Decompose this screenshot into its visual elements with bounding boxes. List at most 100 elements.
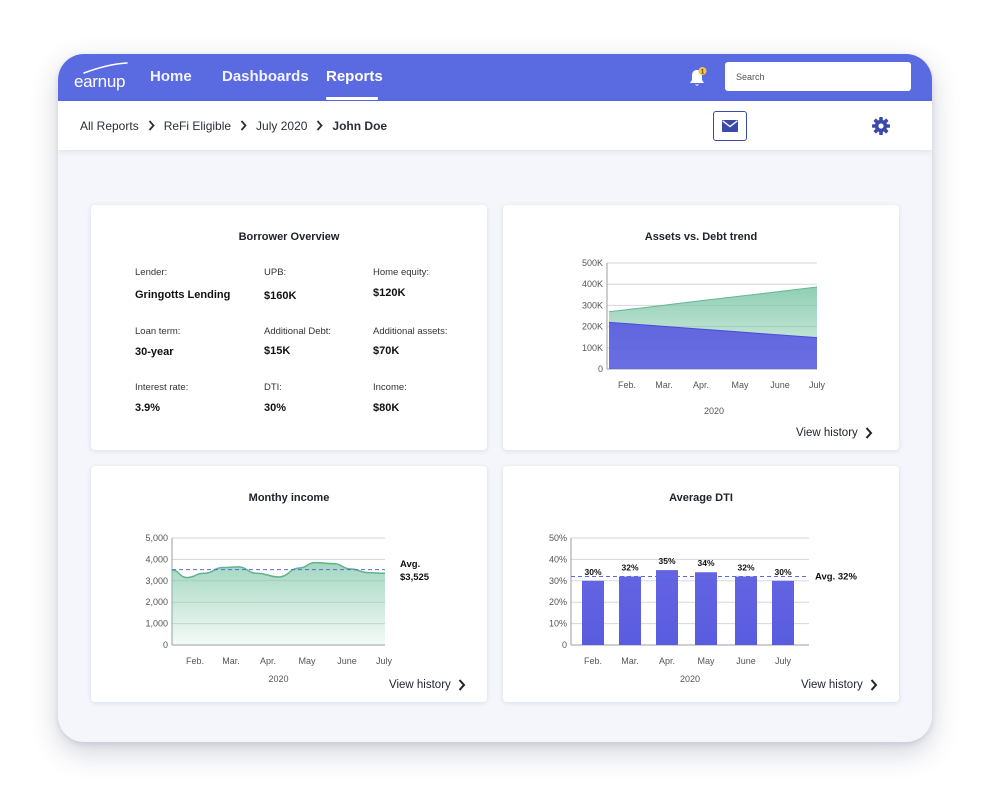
additional-debt-value: $15K [264, 345, 291, 357]
x-axis-title: 2020 [268, 674, 288, 684]
y-tick-label: 0 [598, 364, 603, 374]
card-title: Borrower Overview [238, 231, 340, 243]
average-dti-card: Average DTI 0 10% 20% 30% 40% 50% Feb. Mar. Apr.… [503, 466, 899, 702]
card-title: Average DTI [669, 492, 733, 504]
y-tick-label: 100K [582, 343, 603, 353]
y-tick-label: 40% [549, 554, 567, 564]
nav-dashboards[interactable]: Dashboards [222, 68, 309, 85]
y-tick-label: 0 [562, 640, 567, 650]
income-label: Income: [373, 382, 407, 393]
chevron-right-icon [240, 120, 247, 131]
app-window: earnup Home Dashboards Reports 1 All Rep… [58, 54, 932, 742]
chevron-right-icon [865, 427, 873, 439]
breadcrumb-july-2020[interactable]: July 2020 [256, 118, 308, 133]
y-tick-label: 3,000 [145, 576, 168, 586]
loan-term-label: Loan term: [135, 326, 181, 337]
monthly-income-card: Monthy income 0 1,000 2,000 3,000 4,000 5,000… [91, 466, 487, 702]
loan-term-value: 30-year [135, 346, 174, 358]
x-tick-label: Mar. [655, 380, 673, 390]
x-axis-title: 2020 [704, 406, 724, 416]
dti-bar [772, 580, 794, 645]
dti-bar [656, 570, 678, 645]
logo-text: earnup [74, 72, 126, 91]
view-history-link[interactable]: View history [389, 679, 466, 691]
lender-value: Gringotts Lending [135, 289, 231, 301]
x-tick-label: Mar. [222, 656, 240, 666]
additional-assets-label: Additional assets: [373, 326, 448, 337]
x-tick-label: June [337, 656, 357, 666]
y-tick-label: 10% [549, 619, 567, 629]
income-value: $80K [373, 402, 400, 414]
y-tick-label: 5,000 [145, 533, 168, 543]
additional-debt-label: Additional Debt: [264, 326, 332, 337]
view-history-link[interactable]: View history [796, 427, 873, 439]
borrower-overview-card: Borrower Overview Lender: Gringotts Lend… [91, 205, 487, 450]
active-tab-indicator [326, 97, 378, 100]
view-history-label: View history [801, 679, 863, 691]
dti-data-label: 34% [697, 558, 714, 568]
dti-bar [695, 572, 717, 645]
y-tick-label: 4,000 [145, 554, 168, 564]
x-tick-label: July [809, 380, 826, 390]
breadcrumb-bar: All Reports ReFi Eligible July 2020 John… [58, 101, 932, 150]
y-tick-label: 1,000 [145, 619, 168, 629]
x-tick-label: June [770, 380, 790, 390]
top-navbar: earnup Home Dashboards Reports 1 [58, 54, 932, 101]
dti-bar [735, 576, 757, 645]
view-history-label: View history [389, 679, 451, 691]
earnup-logo[interactable]: earnup [74, 62, 134, 92]
chevron-right-icon [316, 120, 324, 131]
additional-assets-value: $70K [373, 345, 400, 357]
breadcrumb-all-reports[interactable]: All Reports [80, 118, 139, 133]
breadcrumb-john-doe: John Doe [332, 118, 388, 133]
average-value-label: $3,525 [400, 572, 430, 583]
dti-data-label: 32% [737, 563, 754, 573]
breadcrumb-refi-eligible[interactable]: ReFi Eligible [163, 118, 232, 133]
dti-data-label: 30% [774, 567, 791, 577]
mail-icon [722, 120, 738, 132]
x-tick-label: Apr. [693, 380, 709, 390]
assets-line [608, 286, 818, 313]
notification-bell[interactable]: 1 [688, 67, 708, 89]
card-title: Monthy income [248, 492, 330, 504]
x-tick-label: May [731, 380, 749, 390]
x-tick-label: Feb. [186, 656, 204, 666]
dti-value: 30% [264, 402, 287, 414]
view-history-link[interactable]: View history [801, 679, 878, 691]
nav-reports[interactable]: Reports [326, 68, 383, 85]
assets-debt-chart: 0 100K 200K 300K 400K 500K Feb. Mar. Apr. May June… [582, 258, 826, 416]
home-equity-value: $120K [373, 287, 406, 299]
income-area [172, 562, 385, 645]
nav-home[interactable]: Home [150, 68, 192, 85]
dti-data-label: 32% [621, 563, 638, 573]
x-tick-label: Mar. [621, 656, 639, 666]
y-tick-label: 20% [549, 597, 567, 607]
card-title: Assets vs. Debt trend [644, 231, 758, 243]
search-input[interactable] [725, 62, 911, 91]
chevron-right-icon [458, 679, 466, 691]
dti-label: DTI: [264, 382, 282, 393]
y-tick-label: 0 [163, 640, 168, 650]
home-equity-label: Home equity: [373, 267, 429, 278]
assets-debt-card: Assets vs. Debt trend 0 100K 200K 300K 400K 5… [503, 205, 899, 450]
settings-button[interactable] [871, 116, 891, 136]
bell-icon: 1 [690, 67, 707, 86]
x-tick-label: Feb. [618, 380, 636, 390]
y-tick-label: 400K [582, 279, 603, 289]
y-tick-label: 30% [549, 576, 567, 586]
debt-line [608, 321, 818, 339]
dti-data-label: 30% [584, 567, 601, 577]
y-tick-label: 2,000 [145, 597, 168, 607]
view-history-label: View history [796, 427, 858, 439]
x-tick-label: May [697, 656, 715, 666]
x-tick-label: June [736, 656, 756, 666]
email-button[interactable] [713, 111, 747, 141]
upb-label: UPB: [264, 267, 287, 278]
x-tick-label: Apr. [260, 656, 276, 666]
y-tick-label: 200K [582, 322, 603, 332]
y-tick-label: 500K [582, 258, 603, 268]
notification-badge: 1 [701, 69, 705, 75]
interest-rate-value: 3.9% [135, 402, 161, 414]
interest-rate-label: Interest rate: [135, 382, 189, 393]
upb-value: $160K [264, 290, 297, 302]
